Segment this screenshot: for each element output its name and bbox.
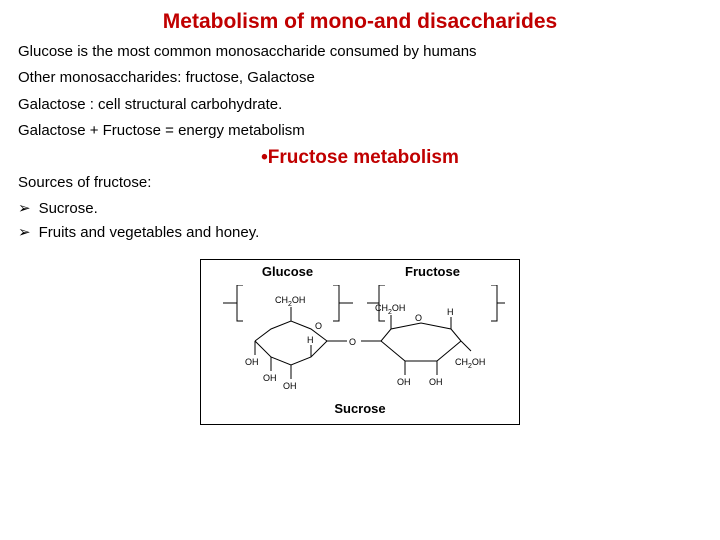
arrow-icon: ➢: [18, 199, 31, 217]
svg-text:OH: OH: [245, 357, 259, 367]
arrow-icon: ➢: [18, 223, 31, 241]
body-line-2: Other monosaccharides: fructose, Galacto…: [18, 68, 702, 88]
svg-text:CH2OH: CH2OH: [375, 303, 405, 316]
sucrose-label: Sucrose: [215, 401, 505, 416]
svg-text:OH: OH: [283, 381, 297, 391]
body-line-1: Glucose is the most common monosaccharid…: [18, 42, 702, 62]
subheading-text: Fructose metabolism: [268, 147, 459, 168]
svg-text:O: O: [349, 337, 356, 347]
svg-text:H: H: [307, 335, 314, 345]
svg-text:O: O: [415, 313, 422, 323]
svg-text:CH2OH: CH2OH: [455, 357, 485, 370]
bullet-icon: •: [261, 147, 268, 168]
svg-text:OH: OH: [397, 377, 411, 387]
fructose-label: Fructose: [360, 264, 505, 279]
diagram-box: Glucose Fructose CH2OH O OH OH: [200, 259, 520, 425]
sucrose-structure-icon: CH2OH O OH OH OH H O CH2OH: [215, 285, 505, 395]
sources-label: Sources of fructose:: [18, 173, 702, 193]
glucose-label: Glucose: [215, 264, 360, 279]
svg-text:O: O: [315, 321, 322, 331]
body-line-4: Galactose + Fructose = energy metabolism: [18, 121, 702, 141]
diagram-top-labels: Glucose Fructose: [215, 264, 505, 279]
subheading: •Fructose metabolism: [18, 147, 702, 169]
list-item: ➢ Sucrose.: [18, 199, 702, 217]
svg-text:OH: OH: [429, 377, 443, 387]
list-item-text: Sucrose.: [39, 200, 98, 217]
diagram-container: Glucose Fructose CH2OH O OH OH: [18, 259, 702, 425]
body-line-3: Galactose : cell structural carbohydrate…: [18, 95, 702, 115]
page-title: Metabolism of mono-and disaccharides: [18, 10, 702, 34]
list-item-text: Fruits and vegetables and honey.: [39, 224, 260, 241]
svg-text:OH: OH: [263, 373, 277, 383]
svg-text:H: H: [447, 307, 454, 317]
svg-text:CH2OH: CH2OH: [275, 295, 305, 308]
list-item: ➢ Fruits and vegetables and honey.: [18, 223, 702, 241]
